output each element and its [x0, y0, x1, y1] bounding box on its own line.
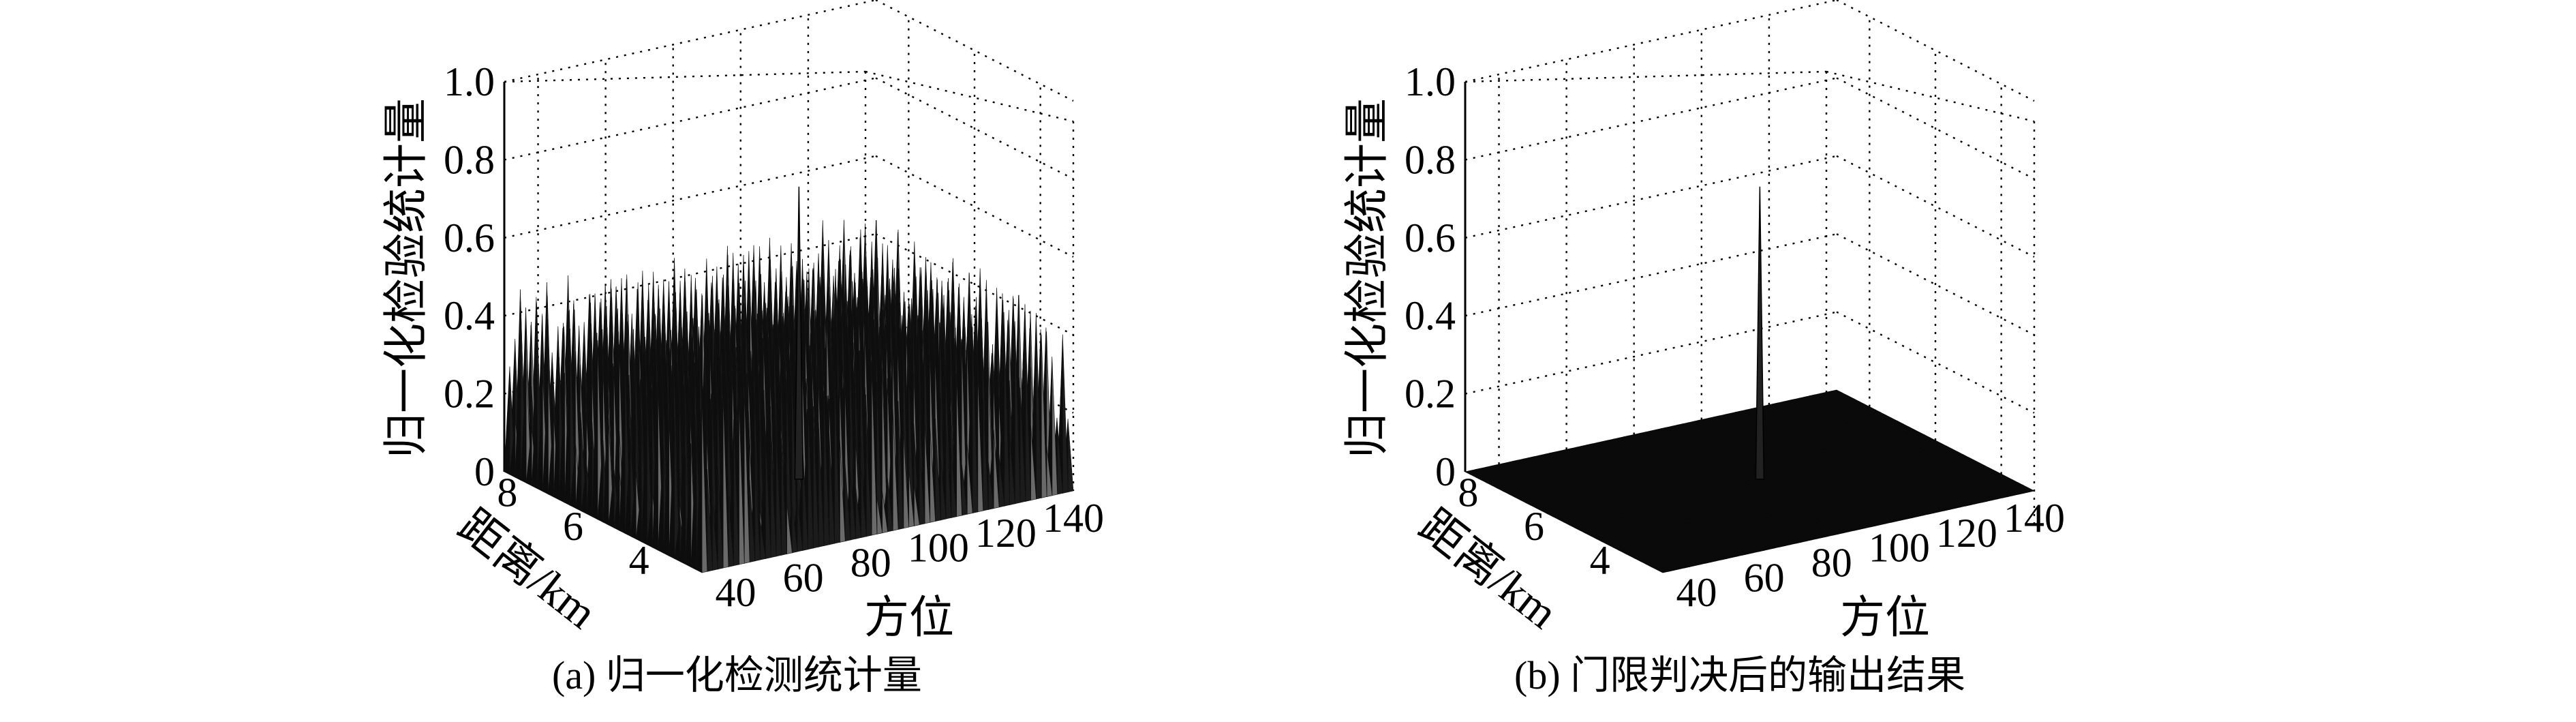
- grid-line: [876, 156, 1073, 257]
- grid-line: [504, 72, 865, 82]
- grid-line: [504, 78, 876, 160]
- grid-line: [504, 0, 876, 82]
- grid-line: [865, 72, 1073, 121]
- grid-line: [876, 0, 1073, 101]
- grid-line: [504, 156, 876, 238]
- surface-facet: [1062, 335, 1068, 494]
- surface-facet: [1068, 419, 1073, 492]
